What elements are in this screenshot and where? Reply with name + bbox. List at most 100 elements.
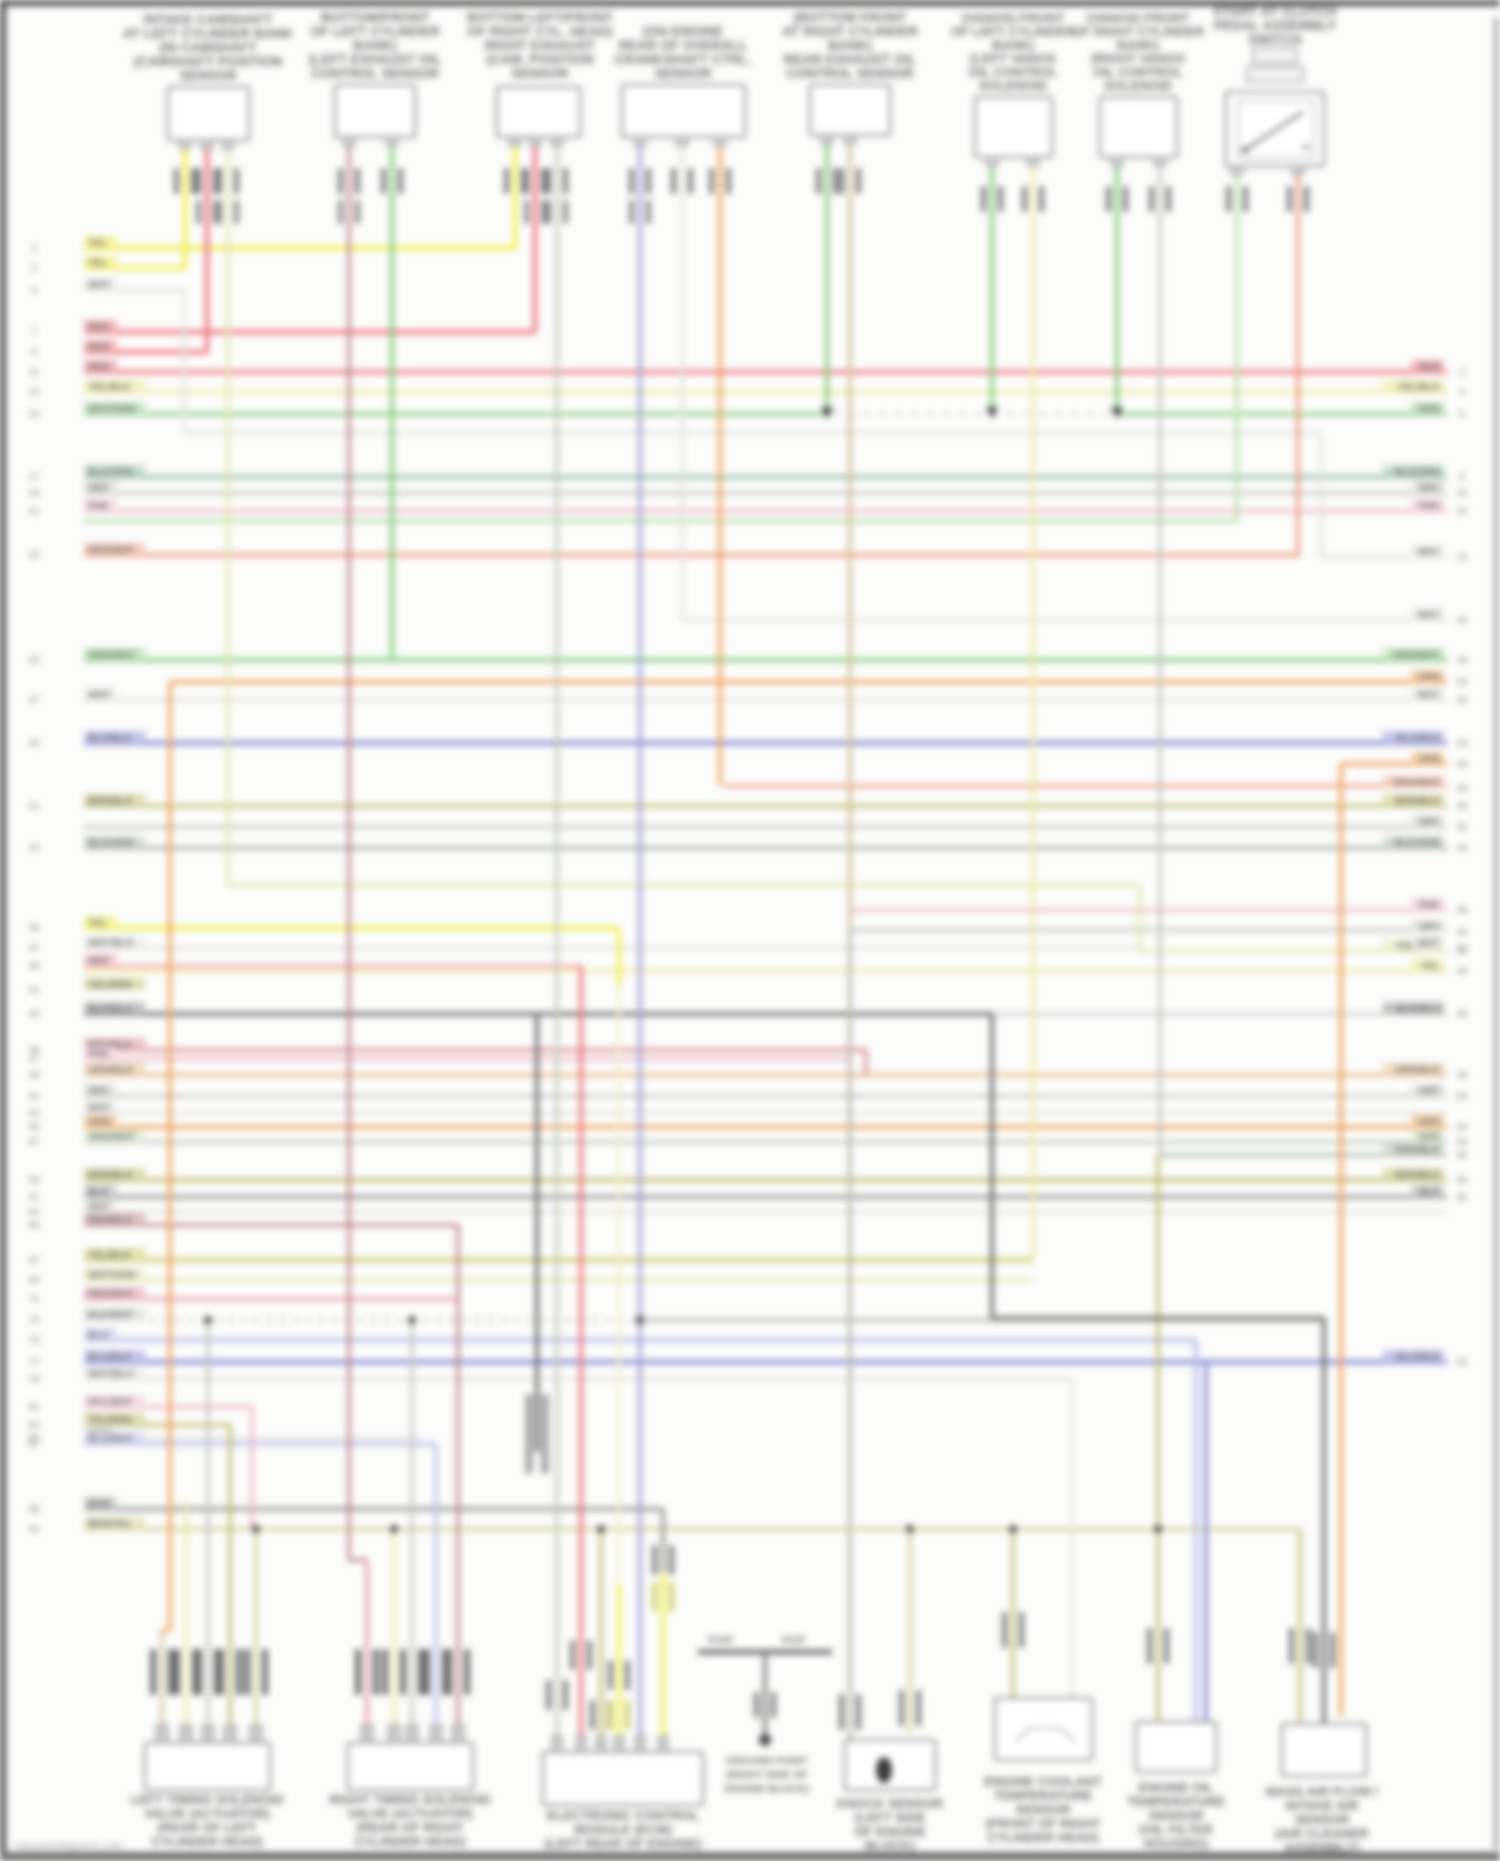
svg-text:BLU/BLK: BLU/BLK bbox=[1396, 733, 1441, 744]
svg-text:VALVE (ACTUATOR): VALVE (ACTUATOR) bbox=[144, 1806, 269, 1821]
svg-text:(BOTTOM FRONT: (BOTTOM FRONT bbox=[794, 10, 908, 25]
svg-text:OF LEFT CYLINDER: OF LEFT CYLINDER bbox=[951, 24, 1076, 39]
svg-text:OF LEFT CYLINDER: OF LEFT CYLINDER bbox=[311, 24, 440, 39]
svg-text:BRN/YEL: BRN/YEL bbox=[88, 1519, 132, 1530]
svg-text:WHT: WHT bbox=[1417, 690, 1440, 701]
svg-text:8: 8 bbox=[1459, 472, 1464, 483]
svg-text:56: 56 bbox=[1457, 1150, 1468, 1161]
svg-text:BRN: BRN bbox=[88, 1499, 110, 1510]
svg-text:ENGINE BLOCK): ENGINE BLOCK) bbox=[725, 1783, 809, 1795]
svg-text:BLK/GRN: BLK/GRN bbox=[88, 467, 134, 478]
svg-text:SENSOR: SENSOR bbox=[1149, 1808, 1205, 1823]
svg-text:YEL: YEL bbox=[88, 258, 107, 269]
svg-text:YEL: YEL bbox=[88, 238, 107, 249]
svg-text:48: 48 bbox=[1457, 1070, 1468, 1081]
svg-text:BRN/BLK: BRN/BLK bbox=[88, 796, 134, 807]
svg-text:BANK): BANK) bbox=[353, 38, 397, 53]
svg-text:GRN: GRN bbox=[1418, 404, 1440, 415]
svg-text:easyautodiagrams.com: easyautodiagrams.com bbox=[14, 1840, 123, 1852]
svg-text:BLK/GRN: BLK/GRN bbox=[1394, 838, 1440, 849]
svg-text:BLK/GRN: BLK/GRN bbox=[1394, 467, 1440, 478]
svg-text:61: 61 bbox=[29, 1192, 40, 1203]
svg-text:BANK): BANK) bbox=[828, 38, 872, 53]
svg-text:OIL CONTROL: OIL CONTROL bbox=[968, 65, 1057, 80]
svg-text:14: 14 bbox=[1457, 552, 1468, 563]
svg-text:65: 65 bbox=[29, 1220, 40, 1231]
svg-text:WHT/GRN: WHT/GRN bbox=[88, 1270, 136, 1281]
svg-text:42: 42 bbox=[1457, 943, 1468, 954]
svg-text:S116: S116 bbox=[782, 1635, 805, 1646]
svg-text:CONTROL SENSOR: CONTROL SENSOR bbox=[786, 66, 914, 81]
svg-text:PEDAL ASSEMBLY: PEDAL ASSEMBLY bbox=[1214, 18, 1337, 33]
svg-text:(VANOS) FRONT: (VANOS) FRONT bbox=[1087, 11, 1189, 26]
svg-text:GRN: GRN bbox=[1418, 1132, 1440, 1143]
svg-text:85: 85 bbox=[29, 1433, 40, 1444]
svg-text:YEL/BRN: YEL/BRN bbox=[88, 980, 132, 991]
svg-text:17: 17 bbox=[29, 472, 40, 483]
svg-text:PNK: PNK bbox=[1419, 501, 1441, 512]
svg-text:PNK: PNK bbox=[88, 1049, 110, 1060]
svg-text:21: 21 bbox=[29, 506, 40, 517]
svg-text:WHT: WHT bbox=[88, 280, 111, 291]
svg-text:WHT: WHT bbox=[88, 1103, 111, 1114]
svg-text:MASS AIR FLOW /: MASS AIR FLOW / bbox=[1266, 1784, 1379, 1799]
svg-text:SWITCH: SWITCH bbox=[1248, 32, 1301, 47]
svg-text:YEL/BLK: YEL/BLK bbox=[88, 382, 132, 393]
svg-text:67: 67 bbox=[29, 1255, 40, 1266]
svg-text:19: 19 bbox=[29, 488, 40, 499]
svg-text:(ON ENGINE: (ON ENGINE bbox=[643, 24, 723, 39]
svg-text:37: 37 bbox=[29, 943, 40, 954]
svg-text:OF RIGHT CYLINDER: OF RIGHT CYLINDER bbox=[1072, 24, 1205, 39]
svg-text:4: 4 bbox=[1459, 387, 1465, 398]
svg-text:AT RIGHT CYLINDER: AT RIGHT CYLINDER bbox=[782, 24, 918, 39]
svg-text:BLK/BLU: BLK/BLU bbox=[88, 1004, 132, 1015]
svg-text:ELECTRONIC CONTROL: ELECTRONIC CONTROL bbox=[547, 1808, 699, 1823]
svg-text:44: 44 bbox=[1457, 966, 1468, 977]
svg-text:GRY: GRY bbox=[88, 483, 110, 494]
svg-text:(FRONT OF RIGHT: (FRONT OF RIGHT bbox=[986, 1816, 1101, 1831]
svg-text:G103: G103 bbox=[708, 1635, 733, 1646]
svg-text:62: 62 bbox=[1457, 1357, 1468, 1368]
svg-text:PNK: PNK bbox=[88, 501, 110, 512]
svg-text:59: 59 bbox=[29, 1175, 40, 1186]
svg-text:BLU/BLK: BLU/BLK bbox=[1396, 1352, 1441, 1363]
svg-text:(RIGHT VANOS: (RIGHT VANOS bbox=[1091, 51, 1185, 66]
svg-text:WHT: WHT bbox=[88, 1202, 111, 1213]
svg-text:(CAM. POSITION: (CAM. POSITION bbox=[486, 52, 593, 67]
svg-text:18: 18 bbox=[1457, 655, 1468, 666]
svg-text:RED: RED bbox=[88, 362, 109, 373]
svg-text:3: 3 bbox=[31, 263, 36, 274]
svg-text:13: 13 bbox=[29, 387, 40, 398]
svg-text:INTAKE AIR: INTAKE AIR bbox=[1286, 1798, 1360, 1813]
svg-text:43: 43 bbox=[29, 1009, 40, 1020]
svg-text:57: 57 bbox=[29, 1137, 40, 1148]
svg-text:(IN CAMSHAFT: (IN CAMSHAFT bbox=[159, 40, 257, 55]
svg-text:GRY: GRY bbox=[1419, 483, 1441, 494]
svg-text:CYLINDER HEAD): CYLINDER HEAD) bbox=[987, 1830, 1098, 1845]
svg-text:RED/WHT: RED/WHT bbox=[88, 545, 135, 556]
svg-text:ORN: ORN bbox=[1418, 754, 1440, 765]
svg-text:BLK/WHT: BLK/WHT bbox=[88, 1310, 134, 1321]
svg-text:RED/WHT: RED/WHT bbox=[88, 1289, 135, 1300]
svg-text:29: 29 bbox=[29, 738, 40, 749]
svg-text:SENSOR: SENSOR bbox=[1295, 1812, 1351, 1827]
svg-text:77: 77 bbox=[29, 1357, 40, 1368]
svg-text:CONTROL SENSOR: CONTROL SENSOR bbox=[311, 66, 439, 81]
svg-text:BLOCK): BLOCK) bbox=[865, 1838, 916, 1853]
svg-text:6: 6 bbox=[1459, 409, 1464, 420]
svg-text:ORN: ORN bbox=[1418, 672, 1440, 683]
svg-text:YEL: YEL bbox=[1421, 961, 1440, 972]
svg-text:9: 9 bbox=[31, 347, 36, 358]
svg-text:ENGINE COOLANT: ENGINE COOLANT bbox=[984, 1774, 1102, 1789]
svg-text:BLK: BLK bbox=[88, 1187, 109, 1198]
svg-text:30: 30 bbox=[1457, 801, 1468, 812]
svg-text:ORN/BLK: ORN/BLK bbox=[88, 1065, 134, 1076]
svg-text:87: 87 bbox=[29, 1439, 40, 1450]
svg-text:RIGHT EXHAUST: RIGHT EXHAUST bbox=[485, 38, 596, 53]
svg-text:CYLINDER HEAD): CYLINDER HEAD) bbox=[151, 1834, 262, 1849]
svg-text:58: 58 bbox=[1457, 1175, 1468, 1186]
svg-text:BANK): BANK) bbox=[1117, 38, 1159, 53]
svg-text:WHT/BLU: WHT/BLU bbox=[88, 1369, 134, 1380]
svg-text:55: 55 bbox=[29, 1122, 40, 1133]
svg-text:(LEFT SIDE: (LEFT SIDE bbox=[855, 1810, 926, 1825]
